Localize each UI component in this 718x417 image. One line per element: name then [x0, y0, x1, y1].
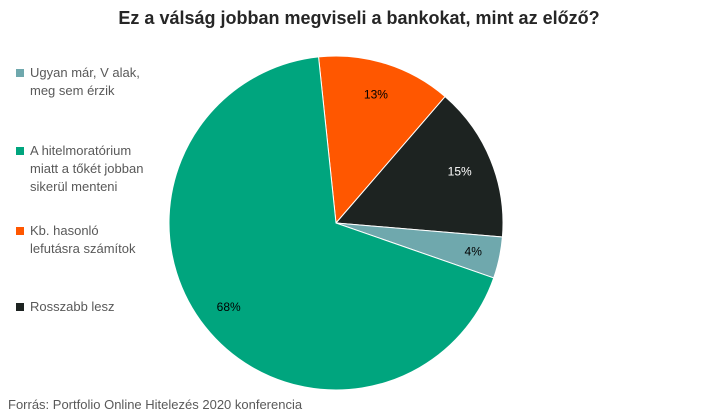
slice-value-label: 68%	[217, 300, 241, 314]
legend-swatch	[16, 303, 24, 311]
legend-label: A hitelmoratórium miatt a tőkét jobban s…	[30, 143, 144, 194]
source-note: Forrás: Portfolio Online Hitelezés 2020 …	[8, 397, 303, 412]
slice-value-label: 4%	[465, 244, 483, 258]
legend-swatch	[16, 227, 24, 235]
legend-swatch	[16, 69, 24, 77]
legend-label: Kb. hasonló lefutásra számítok	[30, 223, 136, 256]
slice-value-label: 13%	[364, 88, 388, 102]
slice-value-label: 15%	[448, 165, 472, 179]
legend-label: Ugyan már, V alak, meg sem érzik	[30, 65, 140, 98]
pie-slice	[317, 55, 446, 225]
pie-slice	[334, 95, 504, 238]
legend-swatch	[16, 147, 24, 155]
pie-slice	[168, 56, 495, 391]
legend-label: Rosszabb lesz	[30, 299, 115, 314]
chart-title: Ez a válság jobban megviseli a bankokat,…	[118, 8, 600, 28]
